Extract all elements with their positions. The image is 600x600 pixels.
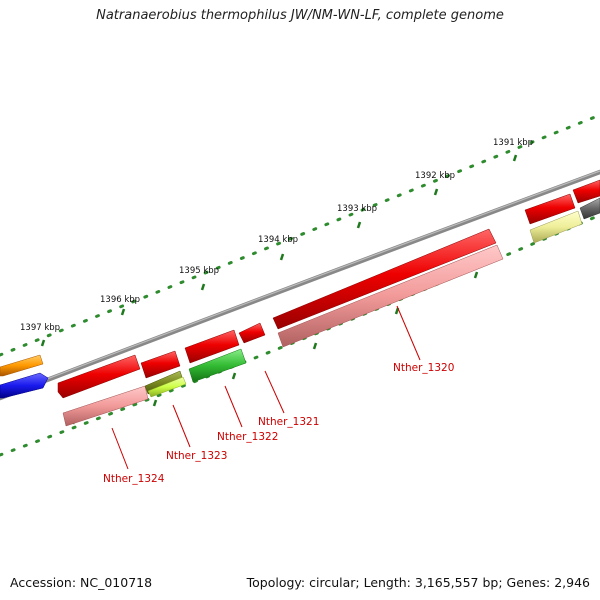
ruler-label-1394: 1394 kbp	[258, 235, 298, 245]
genome-backbone	[0, 169, 600, 401]
gene-arrow-lime-1323	[147, 376, 187, 398]
gene-arrow-blue	[0, 372, 49, 399]
ruler-label-1392: 1392 kbp	[415, 171, 455, 181]
gene-arrow-green-1322	[188, 348, 247, 383]
outer-strand-genes	[0, 179, 600, 399]
genome-backbone-highlight	[0, 170, 600, 398]
gene-arrow-gray	[579, 197, 600, 220]
ruler-label-1397: 1397 kbp	[20, 323, 60, 333]
genome-summary-text: Topology: circular; Length: 3,165,557 bp…	[246, 575, 590, 590]
gene-arrow-yellow	[529, 210, 583, 244]
gene-arrow-red-1324	[57, 354, 141, 399]
gene-arrow-red-1323	[140, 350, 181, 379]
ruler-label-1395: 1395 kbp	[179, 266, 219, 276]
genome-title: Natranaerobius thermophilus JW/NM-WN-LF,…	[96, 8, 504, 23]
gene-label-nther-1323: Nther_1323	[166, 450, 227, 462]
gene-arrow-red-1321	[238, 322, 266, 344]
gene-arrow-pink-1320	[277, 244, 504, 348]
gene-arrow-red-1320	[272, 228, 497, 330]
ruler-label-1391: 1391 kbp	[493, 138, 533, 148]
inner-strand-genes	[62, 197, 600, 427]
gene-label-nther-1322: Nther_1322	[217, 431, 278, 443]
gene-label-nther-1320: Nther_1320	[393, 362, 454, 374]
accession-text: Accession: NC_010718	[10, 575, 153, 590]
label-leader-lines	[111, 305, 421, 470]
gene-label-nther-1324: Nther_1324	[103, 473, 165, 485]
gene-arrow-red-right-1	[524, 193, 576, 225]
gene-arrow-pink-1324	[62, 385, 149, 427]
ruler-labels: 1391 kbp 1392 kbp 1393 kbp 1394 kbp 1395…	[20, 138, 533, 333]
inner-ruler-arc	[0, 213, 600, 457]
gene-label-nther-1321: Nther_1321	[258, 416, 319, 428]
ruler-label-1393: 1393 kbp	[337, 204, 377, 214]
major-ticks-outer	[40, 154, 518, 347]
gene-arrow-red-1322	[184, 329, 240, 364]
outer-ruler-arc	[0, 113, 600, 357]
gene-arrow-orange	[0, 354, 44, 377]
gene-arrow-red-right-2	[572, 179, 600, 204]
gene-labels: Nther_1320 Nther_1321 Nther_1322 Nther_1…	[103, 362, 454, 485]
ruler-label-1396: 1396 kbp	[100, 295, 140, 305]
